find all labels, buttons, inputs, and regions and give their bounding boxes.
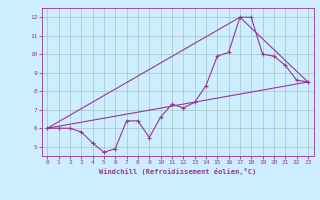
X-axis label: Windchill (Refroidissement éolien,°C): Windchill (Refroidissement éolien,°C) — [99, 168, 256, 175]
